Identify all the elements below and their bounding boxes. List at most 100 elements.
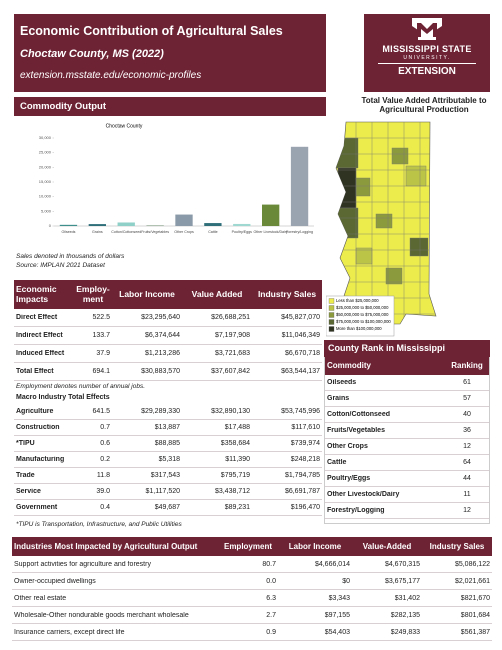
row-label: Cotton/Cottonseed [327, 411, 390, 418]
macro-heading: Macro Industry Total Effects [16, 394, 110, 401]
row-label: Wholesale-Other nondurable goods merchan… [14, 611, 189, 619]
cell: $3,438,712 [214, 488, 250, 495]
rank-title-bar: County Rank in Mississippi [324, 340, 490, 357]
map-legend-box [326, 295, 395, 337]
cell: $6,691,787 [284, 488, 320, 495]
note: Source: IMPLAN 2021 Dataset [16, 262, 105, 269]
cell: $801,684 [460, 611, 490, 619]
title: Economic Contribution of Agricultural Sa… [20, 24, 283, 38]
cell: $23,295,640 [141, 314, 180, 321]
bar [117, 222, 135, 226]
cell: $3,343 [328, 594, 350, 602]
row-label: Other Livestock/Dairy [327, 491, 400, 498]
legend-swatch [328, 305, 335, 311]
cell: $0 [342, 577, 350, 585]
legend-swatch [328, 326, 335, 332]
row-label: Other real estate [14, 594, 67, 602]
cell: $282,135 [390, 611, 420, 619]
cell: $53,745,996 [281, 408, 320, 415]
row-label: Construction [16, 424, 60, 431]
legend-label: $75,000,000 to $100,000,000 [336, 319, 391, 324]
cell: 0.6 [100, 440, 110, 447]
legend-label: Less than $25,000,000 [336, 298, 379, 303]
legend-label: More than $100,000,000 [336, 326, 382, 331]
map: Less than $25,000,000 $25,000,000 to $50,… [326, 121, 437, 337]
y-tick-label: 5,000 [41, 208, 52, 213]
logo-line: EXTENSION [398, 66, 456, 77]
column-header: Employ-ment [76, 284, 110, 304]
column-header: Economic Impacts [16, 284, 57, 304]
y-tick-label: 25,000 [39, 150, 52, 155]
row-label: Induced Effect [16, 350, 65, 357]
cell: $4,666,014 [314, 560, 350, 568]
legend-swatch [328, 298, 335, 304]
row-label: Other Crops [327, 443, 368, 450]
table-header: Economic Impacts Employ-ment Labor Income V… [14, 280, 322, 309]
cell: $89,231 [224, 504, 250, 511]
table-row: Poultry/Eggs 44 [325, 471, 489, 487]
cell: 133.7 [92, 332, 110, 339]
cell: 0.7 [100, 424, 110, 431]
commodity-chart: Choctaw County 0 5,000 10,000 15,000 20,000 25… [39, 123, 314, 234]
column-header: Labor Income [119, 289, 175, 299]
section-header: Commodity Output [14, 97, 326, 116]
table-row: Induced Effect 37.9 $1,213,286 $3,721,683 $6… [14, 345, 322, 363]
cell: $37,607,842 [211, 368, 250, 375]
cell: 641.5 [92, 408, 110, 415]
cell: $317,543 [150, 472, 180, 479]
section-title: Commodity Output [20, 101, 107, 112]
cell: $4,670,315 [384, 560, 420, 568]
table-row: Manufacturing 0.2 $5,318 $11,390 $248,218 [14, 452, 322, 468]
table-row: Oilseeds 61 [325, 375, 489, 391]
bar [204, 223, 222, 226]
cell: $54,403 [324, 628, 350, 636]
logo-line: UNIVERSITY. [378, 55, 476, 64]
cell: 61 [463, 379, 471, 386]
cell: 11.8 [96, 472, 110, 479]
row-label: Service [16, 488, 41, 495]
x-tick-label: Poultry/Eggs [232, 230, 253, 234]
bar [290, 146, 309, 226]
row-label: Oilseeds [327, 379, 357, 386]
cell: $31,402 [394, 594, 420, 602]
row-label: Support activities for agriculture and f… [14, 560, 151, 568]
logo-line: MISSISSIPPI STATE [382, 44, 472, 54]
x-tick-label: Other Crops [174, 230, 194, 234]
footnote: *TIPU is Transportation, Infrastructure,… [16, 521, 182, 528]
cell: $63,544,137 [281, 368, 320, 375]
cell: $6,374,644 [144, 332, 180, 339]
cell: 522.5 [92, 314, 110, 321]
column-header: Ranking [451, 361, 483, 371]
table-header: Commodity Ranking [325, 357, 489, 375]
bar [88, 224, 106, 226]
table-row: Other Livestock/Dairy 11 [325, 487, 489, 503]
cell: 36 [463, 427, 471, 434]
cell: $5,318 [158, 456, 180, 463]
table-row: Agriculture 641.5 $29,289,330 $32,890,130 $5… [14, 404, 322, 420]
legend-label: $25,000,000 to $50,000,000 [336, 305, 389, 310]
column-header: Industry Sales [257, 289, 317, 299]
cell: $3,721,683 [214, 350, 250, 357]
header-box: Economic Contribution of Agricultural Sa… [14, 14, 326, 92]
table-row: Direct Effect 522.5 $23,295,640 $26,688,251… [14, 309, 322, 327]
column-header: Value-Added [362, 541, 412, 551]
row-label: Total Effect [16, 368, 54, 375]
bar [146, 225, 164, 226]
cell: 694.1 [92, 368, 110, 375]
cell: $49,687 [154, 504, 180, 511]
cell: $97,155 [324, 611, 350, 619]
y-tick-label: 10,000 [39, 194, 52, 199]
cell: 11 [463, 491, 471, 498]
chart-title: Choctaw County [106, 123, 143, 129]
table-row: Owner-occupied dwellings 0.0 $0 $3,675,177 $… [12, 573, 492, 590]
bar [233, 223, 251, 226]
url: extension.msstate.edu/economic-profiles [20, 70, 202, 81]
column-header: Industries Most Impacted by Agricultural… [14, 541, 198, 551]
cell: $88,885 [154, 440, 180, 447]
x-tick-label: Fruits/Vegetables [141, 230, 169, 234]
column-header: Commodity [327, 361, 371, 371]
row-label: Grains [327, 395, 350, 402]
chart-notes: Sales denoted in thousands of dollars So… [16, 252, 124, 270]
table-row: Government 0.4 $49,687 $89,231 $196,470 [14, 500, 322, 516]
